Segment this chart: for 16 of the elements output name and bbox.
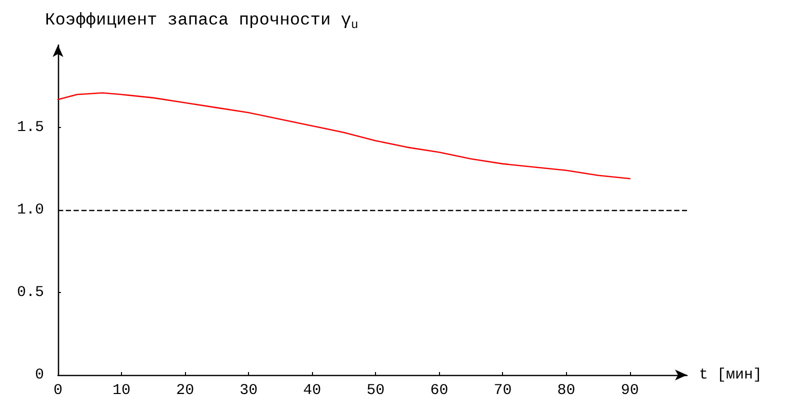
x-tick-label: 0 (53, 382, 63, 399)
y-tick-label: 1.0 (16, 202, 44, 218)
x-tick-label: 90 (620, 382, 639, 399)
x-axis-title: t [мин] (699, 366, 762, 384)
x-tick-label: 20 (176, 382, 194, 399)
y-tick-label: 1.5 (16, 119, 44, 136)
x-tick-label: 80 (557, 382, 576, 399)
x-tick-label: 50 (366, 382, 385, 399)
line-series (57, 92, 630, 180)
x-tick-label: 10 (112, 382, 131, 399)
y-tick-label: 0 (34, 366, 44, 384)
x-tick-label: 60 (430, 382, 448, 399)
y-tick-label: 0.5 (16, 284, 44, 301)
x-tick-label: 40 (303, 382, 322, 399)
x-tick-label: 70 (494, 382, 512, 399)
x-tick-label: 30 (240, 382, 258, 399)
